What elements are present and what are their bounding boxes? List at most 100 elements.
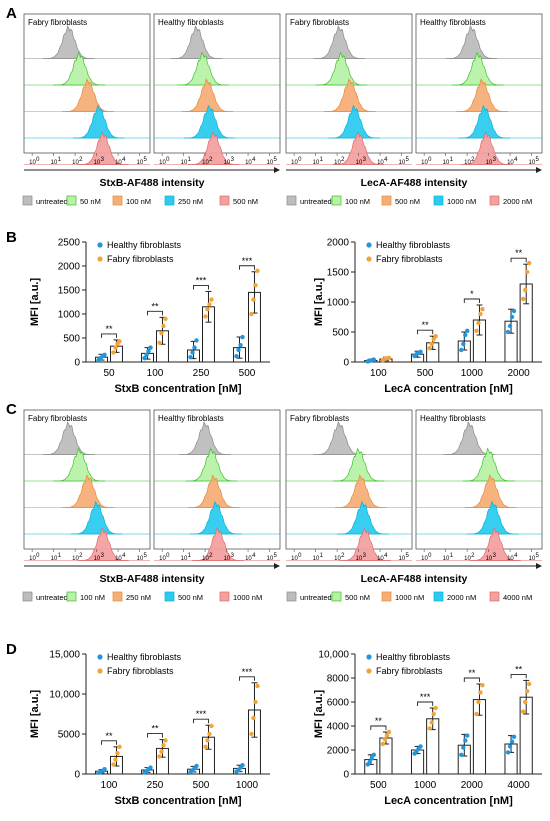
significance-label: ** (468, 668, 476, 678)
x-tick-label: 250 (193, 368, 210, 379)
histogram-curve (462, 447, 515, 482)
x-tick-exponent: 4 (384, 553, 388, 559)
significance-bracket (463, 298, 480, 303)
x-axis-title: StxB concentration [nM] (114, 795, 241, 807)
legend-label: Fabry fibroblasts (107, 666, 174, 676)
significance-bracket (147, 310, 163, 316)
histogram-curve (313, 25, 366, 59)
data-point (209, 297, 214, 302)
significance-bracket (417, 701, 434, 706)
data-point (159, 749, 164, 754)
data-point (480, 683, 485, 688)
x-tick-exponent: 4 (122, 157, 126, 163)
histogram-curve (456, 78, 508, 112)
x-tick-label: 50 (103, 368, 115, 379)
histogram-curve (190, 500, 242, 535)
x-tick-label: 4000 (508, 780, 531, 791)
x-axis-title: StxB-AF488 intensity (99, 573, 204, 585)
histogram-curve (62, 78, 114, 112)
significance-label: ** (105, 324, 113, 334)
data-point (480, 307, 485, 312)
y-axis-title: MFI [a.u.] (313, 278, 325, 327)
data-point (207, 731, 212, 737)
significance-bracket (147, 733, 163, 738)
data-point (386, 355, 392, 360)
x-tick-label: 10 (507, 556, 514, 562)
significance-label: ** (375, 716, 383, 726)
data-point (476, 699, 481, 705)
x-axis-title: LecA concentration [nM] (384, 795, 513, 807)
legend-label: Fabry fibroblasts (376, 666, 443, 676)
x-tick-label: 10 (334, 556, 341, 562)
data-point (209, 723, 214, 729)
data-point (142, 355, 147, 361)
histogram-curve (315, 51, 368, 86)
data-point (429, 720, 434, 725)
data-point (148, 765, 153, 770)
significance-label: ** (422, 320, 430, 330)
significance-bracket (239, 265, 255, 270)
data-point (255, 268, 260, 273)
arrow-head (536, 563, 542, 569)
legend-label: 1000 nM (447, 197, 476, 206)
histogram-curve (42, 25, 95, 59)
data-point (461, 745, 466, 750)
data-point (431, 711, 436, 717)
data-point (521, 709, 526, 714)
x-tick-label: 10 (202, 160, 209, 166)
data-point (509, 739, 515, 744)
legend-swatch (433, 195, 444, 206)
histogram-curve (328, 104, 381, 139)
data-point (161, 323, 166, 329)
legend-label: untreated (300, 197, 332, 206)
histogram-curve (337, 500, 389, 535)
legend-label: untreated (300, 593, 332, 602)
x-tick-exponent: 0 (166, 553, 170, 559)
y-tick-label: 500 (332, 328, 349, 339)
x-tick-exponent: 3 (101, 157, 105, 163)
legend-swatch (66, 195, 77, 206)
y-tick-label: 6000 (327, 698, 350, 709)
legend-swatch (219, 195, 230, 206)
significance-label: *** (420, 692, 431, 702)
data-point (249, 731, 254, 737)
x-tick-exponent: 0 (428, 157, 432, 163)
data-point (386, 729, 392, 735)
histogram-curve (469, 527, 521, 561)
x-tick-exponent: 3 (363, 553, 367, 559)
x-tick-exponent: 1 (320, 157, 324, 163)
significance-bracket (370, 725, 387, 730)
data-point (427, 346, 432, 351)
y-tick-label: 2000 (58, 262, 81, 273)
y-tick-label: 2000 (327, 746, 350, 757)
arrow-head (274, 563, 280, 569)
significance-bracket (101, 740, 117, 745)
x-tick-exponent: 4 (252, 157, 256, 163)
data-point (511, 734, 517, 739)
data-point (509, 314, 515, 320)
x-tick-label: 10 (313, 160, 320, 166)
x-tick-exponent: 1 (320, 553, 324, 559)
data-point (507, 323, 513, 329)
data-point (505, 750, 511, 755)
significance-label: *** (242, 256, 253, 266)
histogram-curve (187, 474, 240, 508)
data-point (465, 328, 470, 333)
legend-label: 1000 nM (233, 593, 262, 602)
x-tick-label: 10 (529, 160, 536, 166)
x-axis-title: LecA-AF488 intensity (361, 177, 468, 189)
x-tick-exponent: 3 (363, 157, 367, 163)
x-tick-exponent: 0 (298, 157, 302, 163)
x-tick-exponent: 1 (450, 157, 454, 163)
x-tick-exponent: 5 (536, 157, 540, 163)
x-tick-exponent: 0 (36, 553, 40, 559)
x-tick-exponent: 1 (450, 553, 454, 559)
x-tick-exponent: 0 (166, 157, 170, 163)
y-tick-label: 10,000 (49, 690, 80, 701)
data-point (148, 345, 153, 350)
